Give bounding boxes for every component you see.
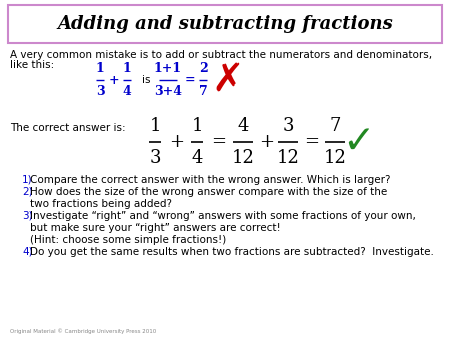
Text: 4): 4) bbox=[22, 247, 32, 257]
Text: 4: 4 bbox=[237, 117, 249, 135]
Text: 2: 2 bbox=[198, 62, 207, 75]
Text: 4: 4 bbox=[122, 85, 131, 98]
Text: A very common mistake is to add or subtract the numerators and denominators,: A very common mistake is to add or subtr… bbox=[10, 50, 432, 60]
Text: +: + bbox=[170, 133, 184, 151]
Text: 3): 3) bbox=[22, 211, 32, 221]
Text: 1): 1) bbox=[22, 175, 32, 185]
Text: The correct answer is:: The correct answer is: bbox=[10, 123, 126, 133]
Text: is: is bbox=[142, 75, 150, 85]
Text: 12: 12 bbox=[232, 149, 254, 167]
Text: 3: 3 bbox=[149, 149, 161, 167]
Text: =: = bbox=[305, 133, 320, 151]
Text: Do you get the same results when two fractions are subtracted?  Investigate.: Do you get the same results when two fra… bbox=[30, 247, 434, 257]
Text: +: + bbox=[109, 73, 119, 87]
Text: 1: 1 bbox=[149, 117, 161, 135]
Text: 1+1: 1+1 bbox=[154, 62, 182, 75]
Text: Adding and subtracting fractions: Adding and subtracting fractions bbox=[57, 15, 393, 33]
Text: 12: 12 bbox=[324, 149, 347, 167]
Text: 3+4: 3+4 bbox=[154, 85, 182, 98]
Text: 3: 3 bbox=[282, 117, 294, 135]
Text: Investigate “right” and “wrong” answers with some fractions of your own,: Investigate “right” and “wrong” answers … bbox=[30, 211, 416, 221]
Text: How does the size of the wrong answer compare with the size of the: How does the size of the wrong answer co… bbox=[30, 187, 387, 197]
Text: but make sure your “right” answers are correct!: but make sure your “right” answers are c… bbox=[30, 223, 281, 233]
Text: 1: 1 bbox=[191, 117, 203, 135]
Text: 7: 7 bbox=[329, 117, 341, 135]
Text: +: + bbox=[260, 133, 274, 151]
Text: 4: 4 bbox=[191, 149, 202, 167]
Text: =: = bbox=[184, 73, 195, 87]
Text: Original Material © Cambridge University Press 2010: Original Material © Cambridge University… bbox=[10, 328, 156, 334]
FancyBboxPatch shape bbox=[8, 5, 442, 43]
Text: =: = bbox=[212, 133, 226, 151]
Text: 1: 1 bbox=[122, 62, 131, 75]
Text: 7: 7 bbox=[198, 85, 207, 98]
Text: 3: 3 bbox=[96, 85, 104, 98]
Text: two fractions being added?: two fractions being added? bbox=[30, 199, 172, 209]
Text: 2): 2) bbox=[22, 187, 32, 197]
Text: 12: 12 bbox=[277, 149, 299, 167]
Text: (Hint: choose some simple fractions!): (Hint: choose some simple fractions!) bbox=[30, 235, 226, 245]
Text: ✓: ✓ bbox=[342, 123, 374, 161]
Text: Compare the correct answer with the wrong answer. Which is larger?: Compare the correct answer with the wron… bbox=[30, 175, 391, 185]
Text: 1: 1 bbox=[95, 62, 104, 75]
Text: ✗: ✗ bbox=[212, 61, 244, 99]
Text: like this:: like this: bbox=[10, 60, 54, 70]
